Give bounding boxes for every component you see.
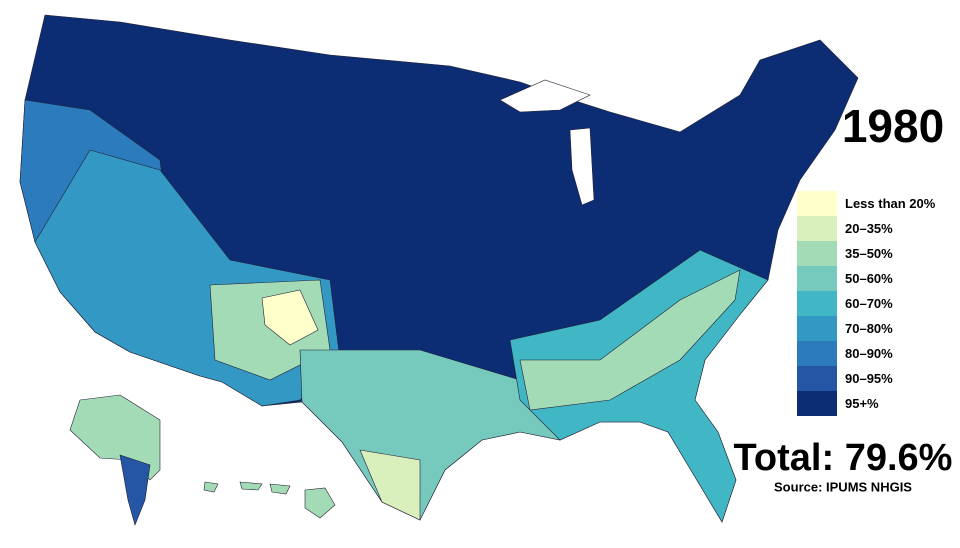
legend-label-bg — [837, 241, 952, 266]
black-belt-region — [519, 269, 741, 411]
legend-label: 50–60% — [845, 271, 893, 286]
hawaii-islands — [203, 481, 291, 495]
us-map — [19, 14, 859, 526]
legend-swatch — [797, 191, 837, 216]
total: Total: 79.6% — [734, 437, 953, 479]
legend-label-bg — [837, 391, 952, 416]
legend-label: 90–95% — [845, 371, 893, 386]
legend-label-bg — [837, 366, 952, 391]
legend-label-bg — [837, 216, 952, 241]
legend-label: 60–70% — [845, 296, 893, 311]
hawaii-big-island — [304, 487, 336, 519]
lake-superior — [499, 79, 591, 113]
legend-swatch — [797, 266, 837, 291]
legend-swatch — [797, 216, 837, 241]
source: Source: IPUMS NHGIS — [774, 479, 912, 494]
legend-label: 95+% — [845, 396, 879, 411]
alaska — [69, 394, 161, 481]
legend-swatch — [797, 341, 837, 366]
legend-label-bg — [837, 266, 952, 291]
legend-label: 80–90% — [845, 346, 893, 361]
legend-swatch — [797, 241, 837, 266]
legend-label-bg — [837, 191, 952, 216]
legend-label-bg — [837, 316, 952, 341]
nm-region — [261, 289, 319, 346]
year-title: 1980 — [842, 100, 944, 152]
lake-michigan — [569, 127, 595, 206]
south-texas-region — [359, 449, 421, 521]
legend-swatch — [797, 391, 837, 416]
texas-region — [299, 349, 561, 521]
alaska-panhandle — [119, 454, 151, 526]
legend-swatch — [797, 316, 837, 341]
legend-swatch — [797, 291, 837, 316]
legend-label: Less than 20% — [845, 196, 936, 211]
legend-label: 70–80% — [845, 321, 893, 336]
legend-label-bg — [837, 341, 952, 366]
legend-label: 20–35% — [845, 221, 893, 236]
legend: Less than 20% 20–35% 35–50% 50–60% 60–70% 70–… — [797, 191, 952, 416]
legend-label: 35–50% — [845, 246, 893, 261]
legend-label-bg — [837, 291, 952, 316]
legend-swatch — [797, 366, 837, 391]
